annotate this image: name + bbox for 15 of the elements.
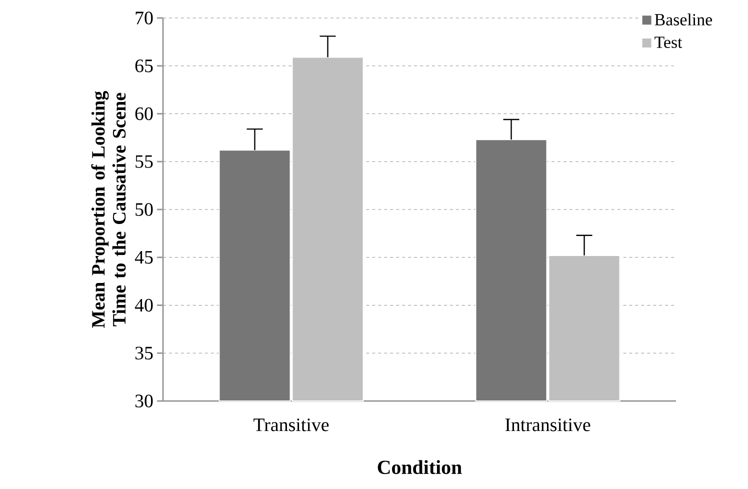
x-tick-label: Transitive — [254, 418, 329, 432]
y-tick-label: 40 — [134, 298, 153, 312]
y-tick-label: 30 — [135, 394, 153, 408]
x-axis-title: Condition — [378, 460, 462, 474]
y-tick-label: 70 — [136, 12, 153, 24]
legend-label: Baseline — [654, 14, 712, 26]
y-tick-label: 35 — [135, 346, 153, 360]
legend-label: Test — [654, 36, 682, 48]
y-tick-label: 55 — [136, 155, 153, 168]
y-tick-label: 65 — [135, 60, 153, 72]
y-axis-title: Mean Proportion of Looking Time to the Causative Scene — [91, 91, 126, 328]
x-tick-label: Intransitive — [505, 418, 590, 432]
y-tick-label: 45 — [134, 251, 153, 264]
y-tick-label: 60 — [135, 107, 153, 120]
y-tick-label: 50 — [136, 203, 153, 216]
